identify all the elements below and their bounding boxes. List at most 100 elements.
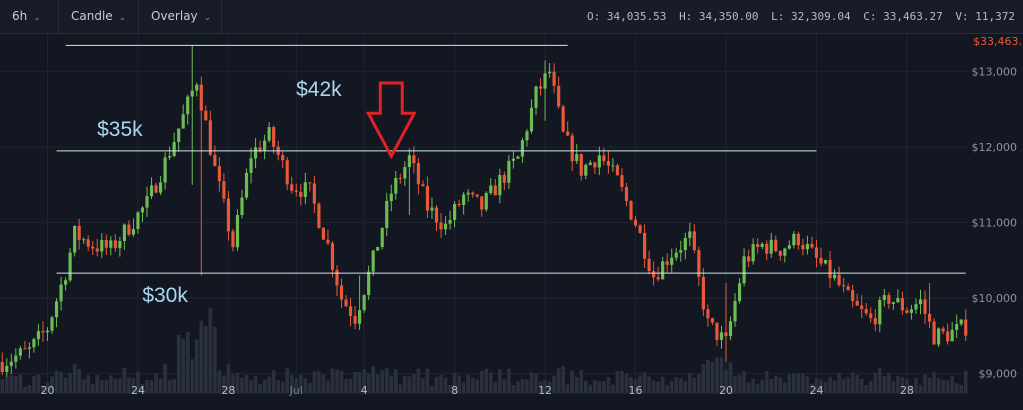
candle-body bbox=[905, 310, 909, 313]
candle bbox=[665, 253, 669, 273]
volume-bar bbox=[41, 385, 45, 393]
candle-body bbox=[285, 160, 289, 185]
candle bbox=[480, 196, 484, 217]
candle bbox=[543, 60, 547, 121]
volume-bar bbox=[688, 372, 692, 393]
chevron-down-icon: ⌄ bbox=[203, 13, 212, 23]
candle-body bbox=[109, 240, 113, 248]
candle bbox=[466, 189, 470, 202]
volume-bar bbox=[63, 377, 68, 393]
annotations: $42k $35k $30k bbox=[97, 78, 342, 307]
volume-bar bbox=[371, 366, 375, 393]
candle bbox=[502, 171, 506, 191]
candle-body bbox=[624, 187, 629, 201]
candle bbox=[380, 227, 384, 250]
candle bbox=[520, 137, 525, 163]
candle-body bbox=[149, 185, 154, 197]
candle-body bbox=[104, 239, 108, 248]
candlestick-chart[interactable]: $42k $35k $30k $13,000 $12,000 $11,000 $10,00… bbox=[0, 34, 1023, 410]
candle bbox=[136, 210, 140, 234]
candle bbox=[656, 266, 660, 282]
volume-bar bbox=[520, 378, 525, 393]
volume-bar bbox=[280, 381, 285, 393]
volume-bar bbox=[611, 384, 615, 393]
candle-body bbox=[805, 244, 810, 250]
volume-bar bbox=[407, 376, 412, 393]
volume-bar bbox=[344, 379, 348, 393]
volume-bar bbox=[859, 379, 864, 393]
candle-body bbox=[308, 182, 312, 184]
volume-bar bbox=[149, 380, 154, 393]
candle bbox=[701, 267, 705, 317]
volume-bar bbox=[181, 338, 186, 393]
candle-body bbox=[45, 330, 50, 333]
candle bbox=[674, 247, 678, 261]
candle-body bbox=[701, 276, 705, 310]
volume-bar bbox=[669, 381, 674, 393]
volume-bar bbox=[466, 374, 470, 393]
candle bbox=[946, 323, 950, 345]
candle bbox=[823, 259, 828, 265]
candle-body bbox=[403, 167, 407, 179]
candle-body bbox=[941, 328, 945, 332]
candle-body bbox=[661, 261, 665, 280]
candle-body bbox=[588, 162, 592, 165]
candle-body bbox=[873, 318, 877, 325]
overlay-dropdown[interactable]: Overlay ⌄ bbox=[139, 0, 222, 33]
candle-body bbox=[385, 201, 389, 229]
candle bbox=[733, 293, 737, 327]
candle bbox=[0, 352, 4, 376]
interval-dropdown[interactable]: 6h ⌄ bbox=[0, 0, 59, 33]
candle-body bbox=[783, 248, 787, 256]
down-arrow-icon bbox=[365, 81, 417, 160]
volume-bar bbox=[235, 372, 240, 393]
volume-bar bbox=[362, 369, 366, 393]
candle-body bbox=[561, 106, 565, 132]
candle-body bbox=[186, 96, 190, 115]
candle bbox=[403, 161, 407, 187]
volume-bar bbox=[335, 369, 339, 393]
x-tick-label: 24 bbox=[809, 384, 823, 397]
candle bbox=[629, 200, 633, 221]
candle bbox=[742, 248, 746, 287]
volume-bar bbox=[570, 370, 575, 393]
candle bbox=[534, 85, 538, 116]
volume-bar bbox=[805, 376, 810, 393]
candle-body bbox=[679, 250, 683, 253]
candle bbox=[317, 202, 321, 229]
candle bbox=[670, 248, 674, 274]
candle bbox=[620, 168, 624, 192]
candle-body bbox=[231, 231, 235, 248]
candle-body bbox=[73, 225, 77, 253]
candle bbox=[507, 155, 511, 189]
candle-body bbox=[615, 165, 620, 176]
candle bbox=[91, 241, 95, 255]
candle bbox=[235, 209, 240, 251]
candle bbox=[869, 307, 873, 323]
volume-bar bbox=[416, 368, 421, 393]
candle bbox=[774, 235, 778, 253]
candle bbox=[416, 158, 420, 195]
volume-bar bbox=[0, 379, 5, 393]
chart-type-dropdown[interactable]: Candle ⌄ bbox=[59, 0, 139, 33]
candle bbox=[783, 247, 787, 263]
volume-bar bbox=[547, 381, 552, 393]
x-tick-label: 8 bbox=[451, 384, 458, 397]
overlay-label: Overlay bbox=[151, 9, 198, 23]
candle bbox=[348, 297, 353, 327]
candle-body bbox=[665, 261, 669, 265]
volume-bar bbox=[891, 381, 896, 393]
candle-body bbox=[814, 247, 819, 258]
candle-body bbox=[59, 284, 63, 302]
candle-body bbox=[339, 285, 344, 300]
candle bbox=[330, 241, 335, 278]
interval-label: 6h bbox=[12, 9, 28, 23]
candle-body bbox=[733, 301, 737, 322]
volume-bar bbox=[882, 375, 887, 393]
candle-body bbox=[362, 295, 366, 311]
candle bbox=[679, 240, 683, 262]
volume-bar bbox=[366, 373, 371, 393]
candle bbox=[959, 318, 963, 326]
volume-bar bbox=[683, 381, 688, 393]
candle bbox=[832, 269, 837, 281]
